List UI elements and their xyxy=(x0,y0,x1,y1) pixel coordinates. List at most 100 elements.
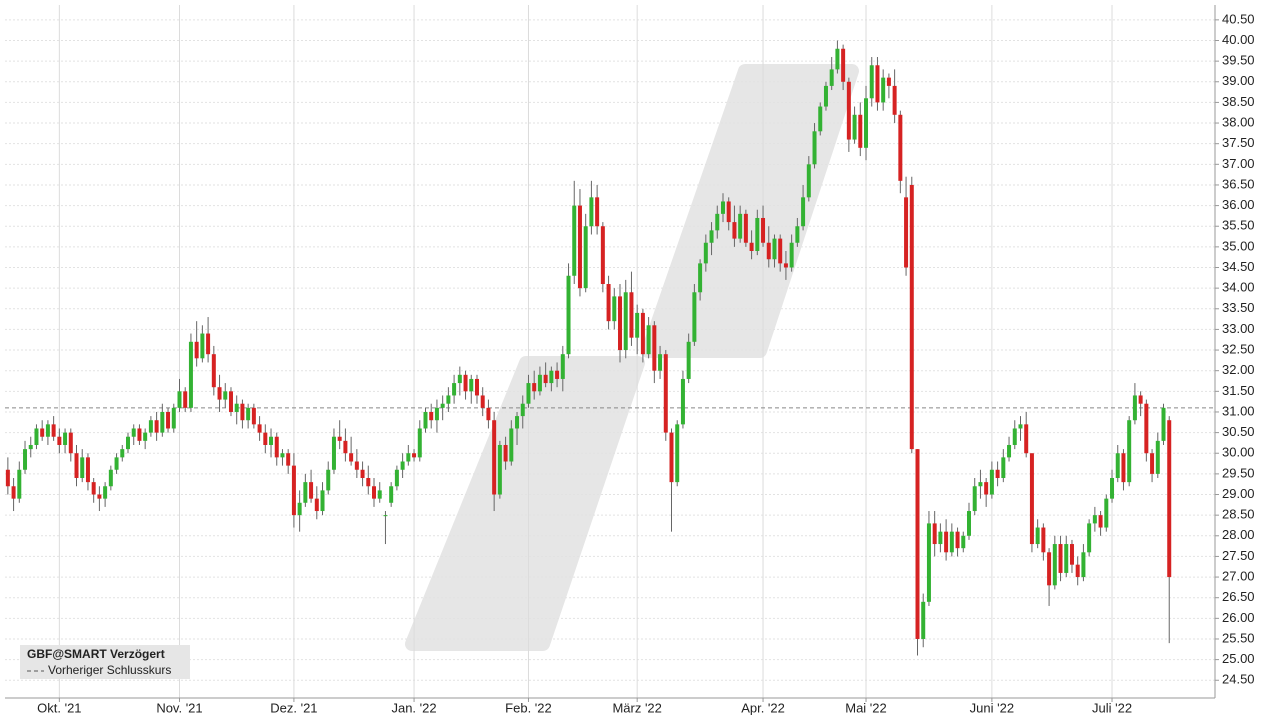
candle-body xyxy=(120,449,125,458)
candle-body xyxy=(343,440,348,454)
candle-body xyxy=(1012,428,1017,445)
candle-body xyxy=(360,469,365,479)
candle-body xyxy=(406,453,411,462)
candle-body xyxy=(240,403,245,421)
candle-body xyxy=(1144,403,1149,454)
candle-body xyxy=(297,502,302,516)
candle-body xyxy=(1155,440,1160,474)
y-tick-label: 27.50 xyxy=(1222,548,1255,563)
candle-body xyxy=(154,420,159,433)
candle-body xyxy=(286,453,291,466)
candle-body xyxy=(989,469,994,495)
candle-body xyxy=(680,378,685,425)
candle-body xyxy=(715,213,720,231)
y-tick-label: 33.50 xyxy=(1222,300,1255,315)
candle-body xyxy=(303,482,308,503)
candle-body xyxy=(103,486,108,499)
candle-body xyxy=(497,444,502,495)
candle-body xyxy=(480,395,485,408)
candle-body xyxy=(263,432,268,445)
candle-body xyxy=(669,432,674,483)
candle-body xyxy=(572,205,577,276)
candle-body xyxy=(646,325,651,355)
candle-body xyxy=(686,341,691,379)
candle-body xyxy=(40,428,45,437)
candle-body xyxy=(537,374,542,392)
y-tick-label: 39.50 xyxy=(1222,53,1255,68)
candle-body xyxy=(1121,453,1126,483)
x-tick-label: Dez. '21 xyxy=(270,700,317,715)
candle-body xyxy=(1092,515,1097,524)
y-tick-label: 24.50 xyxy=(1222,672,1255,687)
candle-body xyxy=(349,453,354,462)
candle-body xyxy=(543,374,548,384)
candle-body xyxy=(166,411,171,429)
y-tick-label: 36.00 xyxy=(1222,197,1255,212)
candle-body xyxy=(194,341,199,359)
candle-body xyxy=(183,391,188,408)
candle-body xyxy=(577,205,582,289)
candles xyxy=(5,40,1172,656)
x-tick-label: Juli '22 xyxy=(1092,700,1132,715)
y-tick-label: 31.00 xyxy=(1222,403,1255,418)
y-tick-label: 30.00 xyxy=(1222,445,1255,460)
candle-body xyxy=(188,341,193,408)
candle-body xyxy=(177,391,182,408)
candle-body xyxy=(85,457,90,483)
candle-body xyxy=(1058,544,1063,573)
candle-body xyxy=(635,312,640,338)
candle-body xyxy=(858,114,863,148)
candle-body xyxy=(961,535,966,549)
candle-body xyxy=(915,449,920,639)
candle-body xyxy=(1064,544,1069,573)
legend: GBF@SMART Verzögert Vorheriger Schlussku… xyxy=(20,645,190,679)
y-tick-label: 30.50 xyxy=(1222,424,1255,439)
candle-body xyxy=(389,486,394,503)
candle-body xyxy=(463,374,468,392)
candle-body xyxy=(761,217,766,243)
y-tick-label: 35.00 xyxy=(1222,238,1255,253)
candle-body xyxy=(1104,498,1109,528)
y-tick-label: 31.50 xyxy=(1222,383,1255,398)
candle-body xyxy=(1150,453,1155,474)
candle-body xyxy=(446,395,451,404)
candle-body xyxy=(246,407,251,421)
candle-body xyxy=(366,478,371,487)
x-tick-label: Feb. '22 xyxy=(505,700,552,715)
candle-body xyxy=(314,498,319,512)
candle-body xyxy=(566,275,571,355)
candle-body xyxy=(789,242,794,268)
candle-body xyxy=(280,453,285,458)
candle-body xyxy=(835,48,840,70)
candle-body xyxy=(801,197,806,227)
candle-body xyxy=(532,383,537,392)
candle-body xyxy=(309,482,314,499)
candle-body xyxy=(966,511,971,536)
candle-body xyxy=(63,432,68,445)
candle-body xyxy=(841,48,846,82)
candle-body xyxy=(206,333,211,355)
candle-body xyxy=(926,523,931,602)
candle-body xyxy=(34,428,39,445)
candle-body xyxy=(881,77,886,103)
candle-body xyxy=(526,383,531,404)
candle-body xyxy=(383,515,388,517)
y-tick-label: 28.00 xyxy=(1222,527,1255,542)
candle-body xyxy=(492,420,497,495)
candle-body xyxy=(944,531,949,553)
candle-body xyxy=(583,226,588,289)
candle-body xyxy=(875,65,880,103)
candle-body xyxy=(949,531,954,553)
y-tick-label: 26.50 xyxy=(1222,589,1255,604)
y-tick-label: 29.00 xyxy=(1222,486,1255,501)
candle-body xyxy=(211,354,216,388)
candle-body xyxy=(57,436,62,445)
candle-body xyxy=(772,238,777,260)
y-tick-label: 25.00 xyxy=(1222,651,1255,666)
candle-body xyxy=(417,428,422,458)
candle-body xyxy=(600,226,605,285)
candle-body xyxy=(257,424,262,433)
candle-body xyxy=(126,436,131,450)
candle-body xyxy=(474,378,479,396)
candle-body xyxy=(143,432,148,441)
